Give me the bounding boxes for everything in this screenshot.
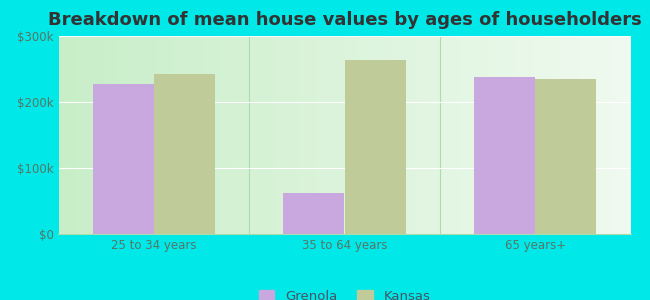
Bar (93, 83, 154, 234)
Bar (154, 74, 215, 234)
Title: Breakdown of mean house values by ages of householders: Breakdown of mean house values by ages o… (47, 11, 642, 29)
Bar (283, 193, 344, 234)
Bar (474, 77, 535, 234)
Legend: Grenola, Kansas: Grenola, Kansas (259, 290, 430, 300)
Bar (344, 60, 406, 234)
Bar (535, 79, 596, 234)
